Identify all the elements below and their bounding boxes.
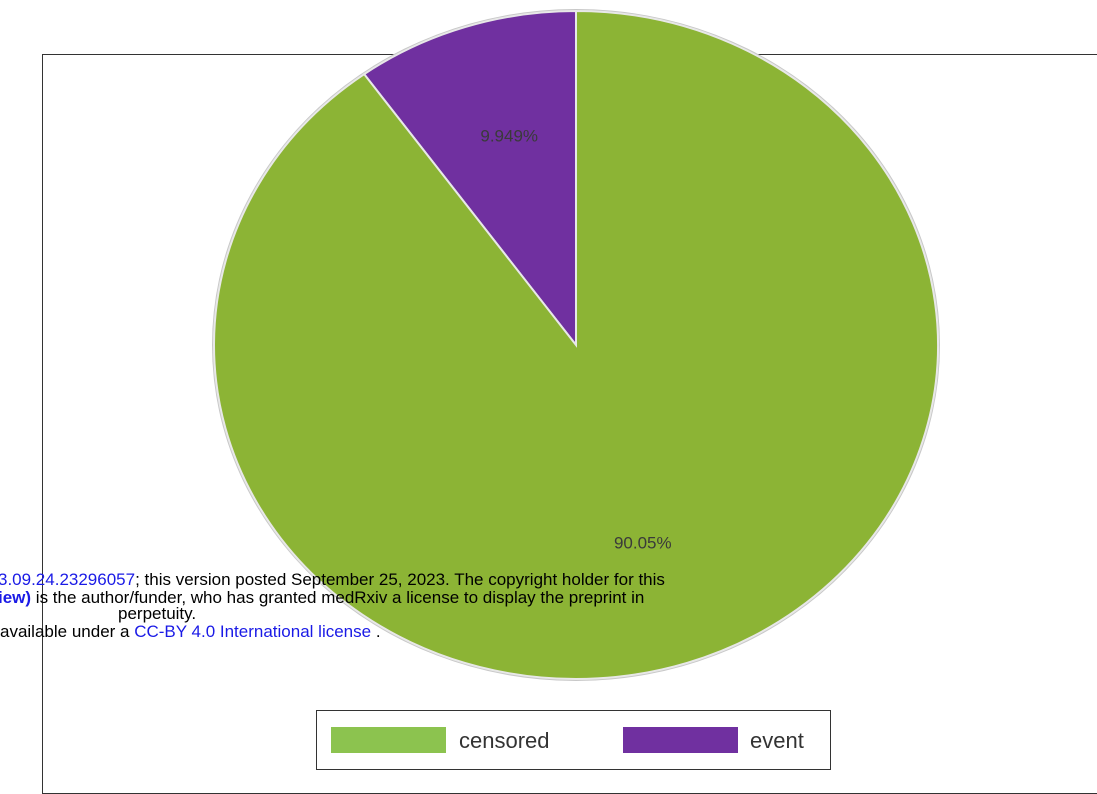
peer-review-link[interactable]: iew) bbox=[0, 588, 32, 607]
pie-slice-censored bbox=[213, 9, 939, 680]
watermark-text-3: perpetuity. bbox=[118, 604, 197, 623]
watermark-text-2: is the author/funder, who has granted me… bbox=[31, 588, 645, 607]
watermark-line-1: 3.09.24.23296057; this version posted Se… bbox=[0, 570, 665, 589]
watermark-line-2: iew) is the author/funder, who has grant… bbox=[0, 588, 644, 607]
legend-label-censored: censored bbox=[459, 728, 550, 753]
legend-swatch-censored bbox=[331, 727, 446, 753]
pie-slices bbox=[213, 9, 939, 680]
watermark-line-3: perpetuity. bbox=[118, 604, 196, 623]
pie-labels: 9.949% 90.05% bbox=[480, 127, 671, 553]
watermark-text-4: available under a bbox=[0, 622, 135, 641]
chart-legend: censored event bbox=[316, 710, 831, 770]
watermark-text-1: ; this version posted September 25, 2023… bbox=[135, 570, 665, 589]
pie-slice-event bbox=[362, 9, 577, 348]
watermark-text-5: . bbox=[371, 622, 381, 641]
slice-label-censored: 90.05% bbox=[614, 533, 672, 552]
pie-chart: 9.949% 90.05% bbox=[212, 9, 940, 681]
doi-link[interactable]: 3.09.24.23296057 bbox=[0, 570, 136, 589]
legend-label-event: event bbox=[750, 728, 804, 753]
watermark-line-4: available under a CC-BY 4.0 Internationa… bbox=[0, 622, 381, 641]
slice-label-event: 9.949% bbox=[480, 127, 538, 146]
legend-swatch-event bbox=[623, 727, 738, 753]
license-link[interactable]: CC-BY 4.0 International license bbox=[134, 622, 372, 641]
